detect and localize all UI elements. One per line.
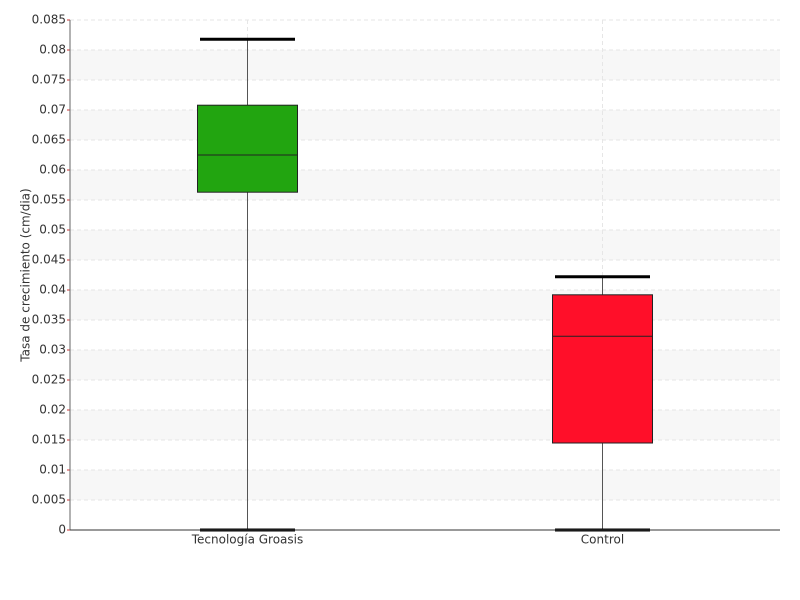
y-tick-label: 0.085 — [32, 13, 66, 27]
y-tick-label: 0.005 — [32, 493, 66, 507]
grid-band — [70, 290, 780, 320]
y-tick-label: 0.075 — [32, 73, 66, 87]
grid-band — [70, 110, 780, 140]
x-tick-label: Tecnología Groasis — [191, 533, 304, 547]
y-tick-label: 0.03 — [39, 343, 66, 357]
grid-band — [70, 230, 780, 260]
y-tick-label: 0.06 — [39, 163, 66, 177]
y-tick-label: 0 — [58, 523, 66, 537]
y-axis-label: Tasa de crecimiento (cm/dia) — [19, 188, 33, 362]
y-tick-label: 0.01 — [39, 463, 66, 477]
grid-band — [70, 50, 780, 80]
grid-band — [70, 170, 780, 200]
x-tick-label: Control — [581, 533, 624, 547]
grid-band — [70, 410, 780, 440]
y-tick-label: 0.015 — [32, 433, 66, 447]
grid-band — [70, 350, 780, 380]
y-tick-label: 0.055 — [32, 193, 66, 207]
y-tick-label: 0.04 — [39, 283, 66, 297]
grid-band — [70, 470, 780, 500]
y-tick-label: 0.045 — [32, 253, 66, 267]
y-tick-label: 0.07 — [39, 103, 66, 117]
y-tick-label: 0.02 — [39, 403, 66, 417]
y-tick-label: 0.05 — [39, 223, 66, 237]
box — [197, 104, 298, 193]
y-tick-label: 0.08 — [39, 43, 66, 57]
box — [552, 294, 653, 444]
y-tick-label: 0.035 — [32, 313, 66, 327]
y-tick-label: 0.025 — [32, 373, 66, 387]
y-tick-label: 0.065 — [32, 133, 66, 147]
